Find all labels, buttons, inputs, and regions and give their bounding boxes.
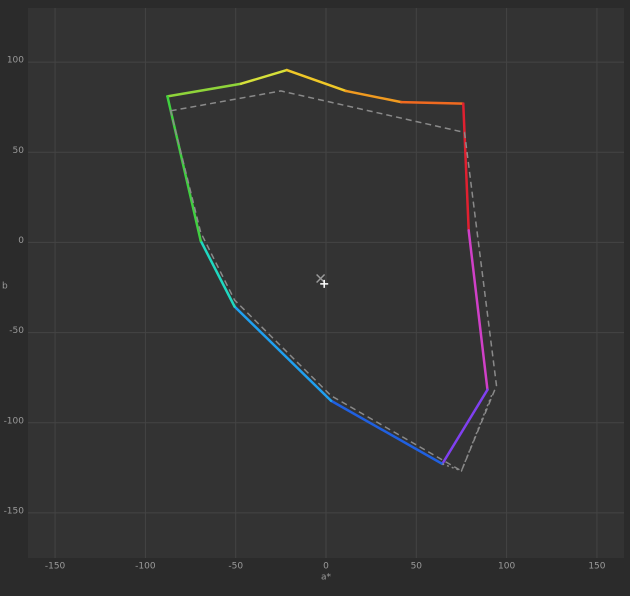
- gamut-segment: [462, 102, 470, 232]
- x-tick-label: 50: [411, 562, 423, 572]
- y-tick-label: 100: [7, 56, 24, 66]
- y-tick-label: -100: [4, 416, 25, 426]
- x-axis-label: a*: [321, 573, 332, 583]
- gamut-segment: [285, 68, 348, 93]
- y-tick-label: -50: [9, 326, 24, 336]
- gamut-segment: [199, 239, 236, 308]
- x-tick-label: -50: [228, 562, 243, 572]
- gamut-segment: [329, 399, 444, 466]
- x-tick-label: -150: [45, 562, 66, 572]
- gamut-outline: [442, 393, 493, 472]
- gamut-segment: [233, 305, 333, 403]
- gamut-outline: [169, 90, 498, 472]
- gamut-segment: [467, 229, 489, 392]
- marker: [320, 279, 329, 288]
- gamut-segment: [400, 100, 465, 105]
- y-axis-label: b: [2, 282, 8, 292]
- x-tick-label: 150: [588, 562, 605, 572]
- x-tick-label: 100: [498, 562, 515, 572]
- gamut-segment: [166, 82, 243, 98]
- gamut-segment: [441, 388, 489, 466]
- marker: [316, 273, 326, 284]
- y-tick-label: 50: [13, 146, 25, 156]
- x-tick-label: -100: [135, 562, 156, 572]
- gamut-segment: [239, 68, 289, 85]
- y-tick-label: 0: [18, 236, 24, 246]
- gamut-segment: [344, 89, 403, 104]
- y-tick-label: -150: [4, 506, 25, 516]
- x-tick-label: 0: [323, 562, 329, 572]
